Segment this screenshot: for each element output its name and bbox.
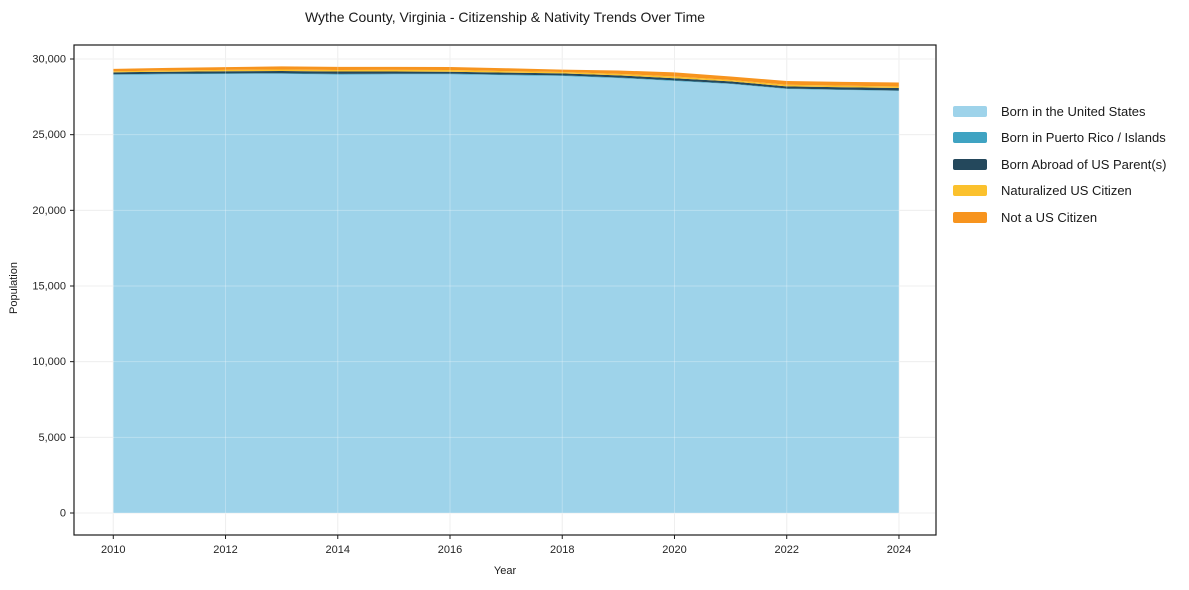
legend: Born in the United States Born in Puerto … (953, 98, 1166, 231)
x-tick-label: 2022 (774, 544, 798, 556)
y-tick-label: 0 (60, 508, 66, 520)
area-series-4 (113, 66, 899, 87)
legend-item-4: Not a US Citizen (953, 204, 1166, 231)
x-tick-label: 2016 (438, 544, 462, 556)
y-tick-label: 15,000 (32, 281, 66, 293)
y-tick-label: 25,000 (32, 129, 66, 141)
legend-item-0: Born in the United States (953, 98, 1166, 125)
gridline-overlay (75, 46, 935, 534)
legend-swatch-icon (953, 158, 987, 170)
legend-label: Naturalized US Citizen (1001, 183, 1132, 199)
legend-label: Born Abroad of US Parent(s) (1001, 156, 1167, 172)
axis-ticks: 0 5,000 10,000 15,000 20,000 25,000 30,000 2010… (32, 54, 911, 557)
x-tick-label: 2014 (326, 544, 350, 556)
y-tick-label: 30,000 (32, 54, 66, 66)
legend-swatch-icon (953, 185, 987, 197)
legend-label: Not a US Citizen (1001, 209, 1098, 225)
area-series-3 (113, 69, 899, 88)
x-tick-label: 2012 (213, 544, 237, 556)
y-tick-label: 10,000 (32, 356, 66, 368)
legend-item-3: Naturalized US Citizen (953, 178, 1166, 205)
y-tick-label: 20,000 (32, 205, 66, 217)
legend-item-1: Born in Puerto Rico / Islands (953, 125, 1166, 152)
stacked-areas (113, 66, 899, 513)
legend-swatch-icon (953, 132, 987, 144)
legend-label: Born in Puerto Rico / Islands (1001, 130, 1166, 146)
chart-title: Wythe County, Virginia - Citizenship & N… (304, 9, 706, 25)
x-axis-label: Year (493, 565, 517, 577)
x-tick-label: 2020 (662, 544, 686, 556)
legend-item-2: Born Abroad of US Parent(s) (953, 151, 1166, 178)
x-tick-label: 2018 (550, 544, 574, 556)
area-series-0 (113, 73, 899, 513)
y-tick-label: 5,000 (38, 432, 66, 444)
x-tick-label: 2010 (101, 544, 125, 556)
plot-border (73, 44, 937, 536)
legend-swatch-icon (953, 211, 987, 223)
area-series-1 (113, 73, 899, 91)
area-series-2 (113, 70, 899, 91)
legend-swatch-icon (953, 105, 987, 117)
y-axis-label: Population (8, 262, 20, 314)
legend-label: Born in the United States (1001, 103, 1146, 119)
x-tick-label: 2024 (887, 544, 911, 556)
